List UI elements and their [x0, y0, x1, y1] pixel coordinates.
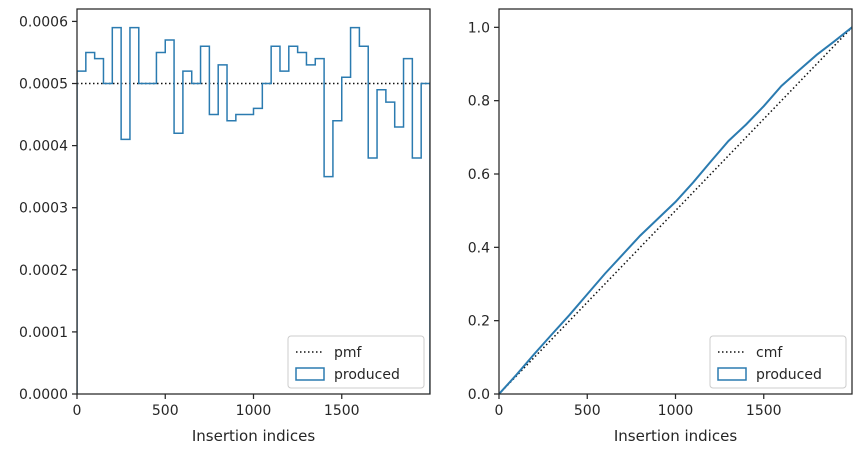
y-tick-label: 0.6 — [468, 167, 490, 183]
y-tick-label: 0.0000 — [19, 387, 68, 403]
x-tick-label: 0 — [73, 403, 82, 419]
legend-label-pmf: pmf — [334, 345, 363, 361]
y-tick-label: 0.8 — [468, 94, 490, 110]
legend: cmf produced — [709, 335, 847, 389]
y-tick-label: 0.4 — [468, 240, 490, 256]
plot-area — [499, 26, 852, 394]
x-axis-label: Insertion indices — [614, 427, 737, 445]
y-tick-label: 0.0003 — [19, 201, 68, 217]
y-tick-label: 1.0 — [468, 20, 490, 36]
y-tick-label: 0.0 — [468, 387, 490, 403]
left-panel-pmf: 0 500 1000 1500 0.0000 0.0001 0.0002 0.0003 0.00… — [19, 8, 431, 445]
series-produced-line — [77, 26, 430, 394]
x-tick-label: 500 — [152, 403, 179, 419]
legend-box — [709, 335, 847, 389]
x-tick-label: 1500 — [746, 403, 782, 419]
legend-label-produced: produced — [756, 367, 822, 383]
series-cmf-line — [499, 26, 852, 394]
legend-label-cmf: cmf — [756, 345, 783, 361]
y-tick-label: 0.0001 — [19, 325, 68, 341]
x-tick-label: 500 — [574, 403, 601, 419]
x-tick-label: 1000 — [236, 403, 272, 419]
legend-label-produced: produced — [334, 367, 400, 383]
series-produced-line — [499, 26, 852, 394]
legend: pmf produced — [287, 335, 425, 389]
plot-area — [77, 26, 430, 394]
y-tick-label: 0.0005 — [19, 77, 68, 93]
x-tick-label: 1500 — [324, 403, 360, 419]
y-tick-label: 0.0006 — [19, 14, 68, 30]
y-tick-label: 0.0002 — [19, 263, 68, 279]
x-axis-label: Insertion indices — [192, 427, 315, 445]
legend-swatch-produced — [717, 367, 747, 381]
right-panel-cmf: 0 500 1000 1500 0.0 0.2 0.4 0.6 0.8 1.0 Insertion … — [468, 8, 853, 445]
x-tick-label: 0 — [495, 403, 504, 419]
x-tick-label: 1000 — [658, 403, 694, 419]
legend-box — [287, 335, 425, 389]
legend-swatch-produced — [295, 367, 325, 381]
y-tick-label: 0.0004 — [19, 139, 68, 155]
y-tick-label: 0.2 — [468, 314, 490, 330]
